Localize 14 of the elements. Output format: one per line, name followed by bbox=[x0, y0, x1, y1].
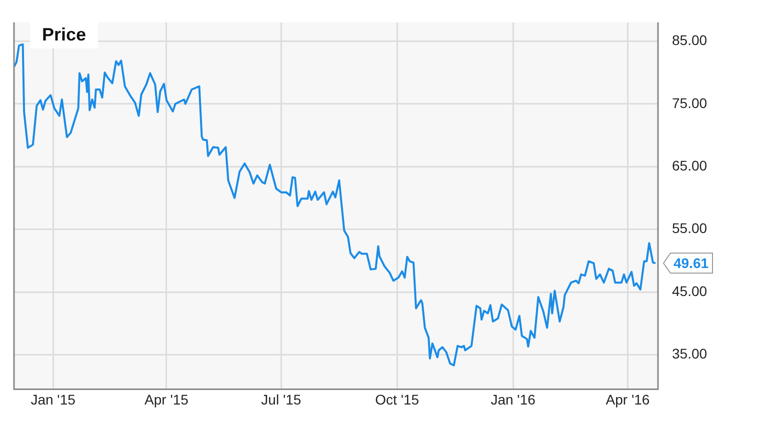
x-tick-label: Jan '15 bbox=[30, 391, 76, 408]
y-tick-label: 45.00 bbox=[672, 282, 708, 299]
x-tick-label: Jan '16 bbox=[490, 391, 536, 408]
x-tick-label: Apr '16 bbox=[606, 391, 650, 408]
y-tick-label: 85.00 bbox=[672, 32, 708, 48]
y-tick-label: 65.00 bbox=[672, 157, 708, 174]
chart-title: Price bbox=[42, 24, 86, 44]
y-tick-label: 55.00 bbox=[672, 220, 708, 236]
x-tick-label: Oct '15 bbox=[375, 391, 420, 408]
y-tick-label: 75.00 bbox=[672, 94, 708, 111]
y-tick-label: 35.00 bbox=[672, 346, 708, 362]
annotation: 49.61 bbox=[673, 254, 709, 271]
x-tick-label: Apr '15 bbox=[144, 391, 189, 408]
x-tick-label: Jul '15 bbox=[261, 391, 302, 408]
